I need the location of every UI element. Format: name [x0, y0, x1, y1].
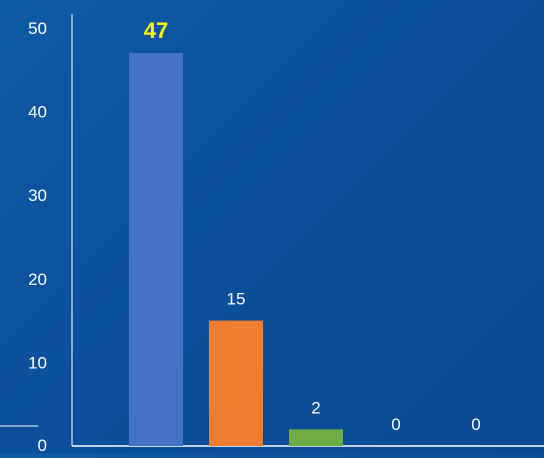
- bar: [289, 429, 343, 446]
- bar: [209, 320, 263, 446]
- bar-value-label: 47: [144, 18, 168, 43]
- y-tick-label: 10: [28, 353, 47, 372]
- y-tick-label: 30: [28, 186, 47, 205]
- y-tick-label: 40: [28, 103, 47, 122]
- y-tick-label: 20: [28, 270, 47, 289]
- y-tick-label: 50: [28, 19, 47, 38]
- bar-value-label: 0: [391, 415, 400, 434]
- bar: [129, 53, 183, 446]
- bar-value-label: 2: [311, 398, 320, 417]
- y-axis-ticks: 0 10 20 30 40 50: [28, 19, 47, 455]
- y-tick-label: 0: [38, 436, 47, 453]
- data-labels: 47 15 2 0 0: [144, 18, 481, 434]
- bar-value-label: 0: [471, 415, 480, 434]
- bar-value-label: 15: [227, 290, 246, 309]
- bar-series: [129, 53, 343, 446]
